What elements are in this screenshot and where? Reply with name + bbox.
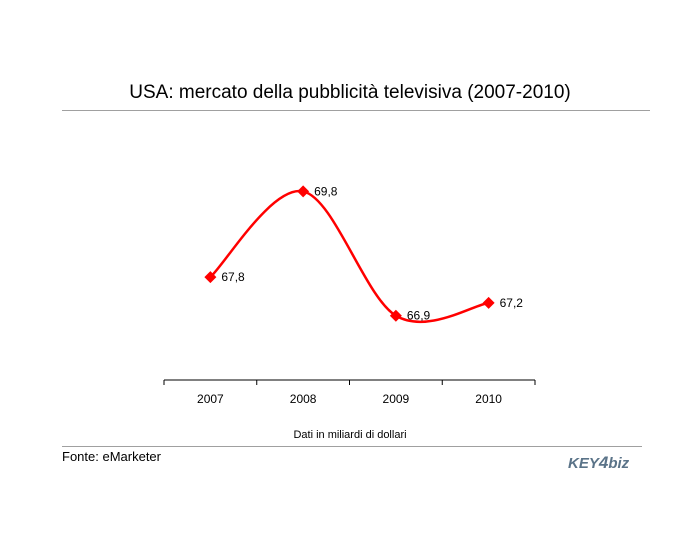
- data-point-marker: [297, 185, 310, 198]
- x-axis: [163, 379, 536, 385]
- data-labels: 67,8 69,8 66,9 67,2: [221, 184, 523, 322]
- series-line: [209, 190, 489, 324]
- x-tick-label: 2007: [197, 392, 224, 406]
- chart-title: USA: mercato della pubblicità televisiva…: [129, 82, 571, 103]
- data-label: 67,2: [500, 296, 524, 310]
- key4biz-logo: KEY4biz: [568, 453, 630, 472]
- x-tick-label: 2008: [290, 392, 317, 406]
- axis-caption: Dati in miliardi di dollari: [293, 429, 407, 441]
- logo-text-4: 4: [598, 453, 609, 472]
- footer-divider: [62, 446, 642, 447]
- data-label: 69,8: [314, 184, 338, 198]
- data-label: 67,8: [221, 270, 245, 284]
- logo-text-biz: biz: [608, 455, 629, 472]
- data-label: 66,9: [407, 309, 431, 323]
- x-tick-label: 2010: [475, 392, 502, 406]
- title-divider: [62, 110, 650, 111]
- x-tick-labels: 2007 2008 2009 2010: [197, 392, 502, 406]
- data-point-marker: [482, 296, 495, 309]
- series-markers: [204, 185, 495, 322]
- svg-text:KEY4biz: KEY4biz: [568, 453, 630, 472]
- logo-text-key: KEY: [568, 455, 601, 472]
- data-point-marker: [204, 271, 217, 284]
- data-point-marker: [389, 309, 402, 322]
- x-tick-label: 2009: [383, 392, 410, 406]
- source-note: Fonte: eMarketer: [62, 449, 161, 464]
